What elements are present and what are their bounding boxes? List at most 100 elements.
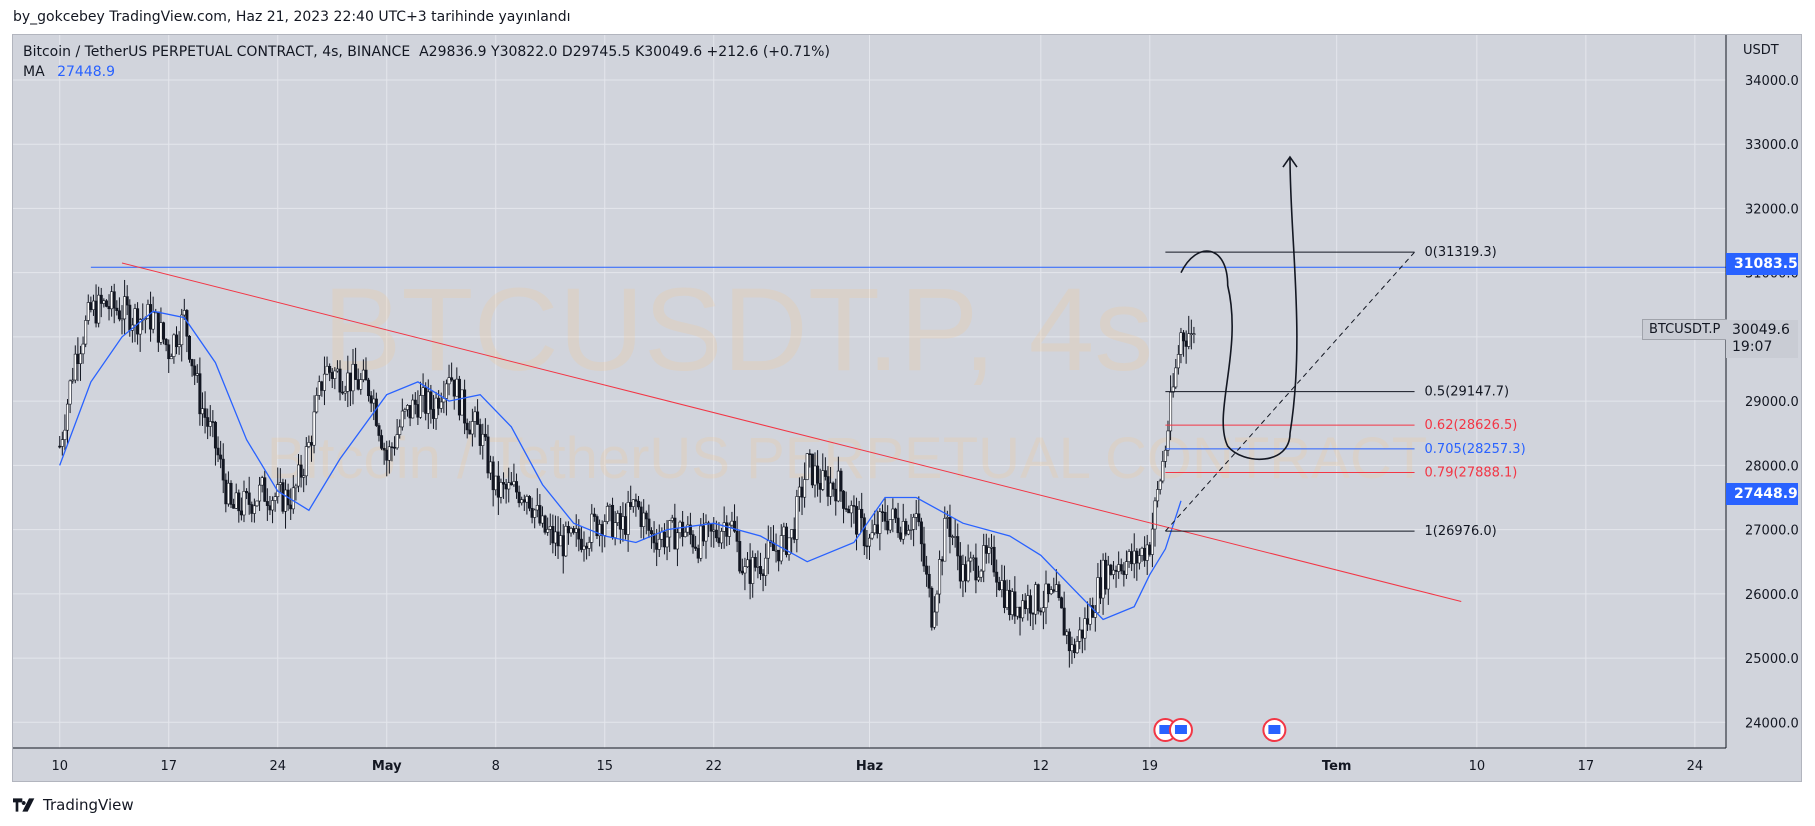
candle-body	[842, 490, 846, 509]
red-trendline	[121, 262, 1462, 603]
candle-body	[1109, 564, 1113, 575]
candle-body	[468, 429, 472, 435]
chart-frame[interactable]	[12, 34, 1802, 782]
candle-body	[730, 520, 734, 526]
legend-ma-row[interactable]: MA 27448.9	[23, 64, 830, 80]
candle-body	[1013, 591, 1017, 617]
candle-body	[1039, 610, 1043, 613]
resistance-price-tag: 31083.5	[1726, 253, 1798, 275]
candle-body	[452, 379, 456, 397]
candle-body	[302, 475, 306, 478]
candle-body	[317, 381, 321, 396]
candle-body	[639, 506, 643, 527]
footer[interactable]: TradingView	[13, 796, 134, 814]
candle-body	[1096, 577, 1100, 614]
candle-body	[380, 435, 384, 449]
candle-body	[683, 531, 687, 537]
candle-body	[1171, 386, 1175, 393]
candle-body	[958, 555, 962, 582]
candle-body	[403, 409, 407, 412]
candle-body	[629, 502, 633, 507]
candle-body	[242, 491, 246, 516]
candle-body	[603, 521, 607, 536]
candle-body	[1153, 500, 1157, 530]
candle-body	[219, 454, 223, 460]
candle-body	[89, 302, 93, 310]
candle-body	[548, 526, 552, 530]
candle-body	[681, 521, 685, 537]
candle-body	[829, 482, 833, 497]
candle-body	[805, 453, 809, 480]
candle-body	[782, 526, 786, 536]
candle-body	[455, 378, 459, 397]
candle-body	[797, 486, 801, 497]
candle-body	[733, 520, 737, 532]
candle-body	[826, 476, 830, 497]
candle-body	[84, 320, 88, 345]
candle-body	[1054, 584, 1058, 592]
candle-body	[577, 528, 581, 540]
candle-body	[971, 557, 975, 560]
candle-body	[917, 513, 921, 523]
candle-body	[974, 557, 978, 581]
price-tick-label: 24000.0	[1745, 716, 1799, 731]
arrow-head-icon	[1282, 155, 1298, 168]
candle-body	[893, 508, 897, 519]
candle-body	[112, 291, 116, 309]
candle-body	[875, 524, 879, 534]
candle-body	[512, 481, 516, 486]
candle-body	[1132, 550, 1136, 565]
candle-body	[862, 517, 866, 547]
candle-body	[618, 513, 622, 530]
candle-body	[592, 513, 596, 517]
candle-body	[699, 525, 703, 559]
candle-body	[530, 507, 534, 518]
candle-body	[662, 531, 666, 548]
candle-body	[738, 541, 742, 572]
candle-body	[813, 465, 817, 486]
candle-body	[520, 499, 524, 504]
candle-body	[172, 334, 176, 357]
candle-body	[66, 403, 70, 431]
candle-body	[99, 294, 103, 304]
symbol-title[interactable]: Bitcoin / TetherUS PERPETUAL CONTRACT, 4…	[23, 44, 411, 60]
candle-body	[867, 537, 871, 547]
candle-body	[1015, 606, 1019, 617]
candle-body	[938, 559, 942, 595]
candle-body	[58, 445, 62, 448]
ohlc-values: A29836.9 Y30822.0 D29745.5 K30049.6 +212…	[419, 44, 830, 60]
candle-body	[138, 319, 142, 335]
candle-body	[94, 300, 98, 324]
candle-body	[647, 518, 651, 531]
candle-body	[621, 516, 625, 530]
candle-body	[891, 508, 895, 520]
candle-body	[502, 482, 506, 485]
candle-body	[411, 399, 415, 419]
candle-body	[1156, 489, 1160, 502]
candle-body	[888, 519, 892, 531]
candle-body	[987, 547, 991, 554]
candle-body	[1098, 577, 1102, 599]
candle-body	[927, 573, 931, 589]
watermark-name: Bitcoin / TetherUS PERPETUAL CONTRACT	[267, 426, 1427, 491]
candle-body	[473, 411, 477, 422]
candle-body	[1117, 564, 1121, 572]
candle-body	[216, 447, 220, 456]
candle-body	[1000, 580, 1004, 591]
candle-body	[294, 485, 298, 489]
candle-body	[268, 505, 272, 511]
candle-body	[115, 307, 119, 312]
candle-body	[569, 528, 573, 534]
candle-body	[434, 397, 438, 419]
candle-body	[258, 484, 262, 502]
time-tick-label: Tem	[1322, 759, 1352, 774]
candle-body	[78, 353, 82, 365]
candle-body	[538, 505, 542, 524]
candle-body	[688, 524, 692, 535]
price-tick-label: 32000.0	[1745, 202, 1799, 217]
candle-body	[836, 470, 840, 502]
tradingview-logo-icon	[13, 798, 35, 812]
candle-body	[1176, 354, 1180, 369]
candle-body	[1111, 569, 1115, 575]
